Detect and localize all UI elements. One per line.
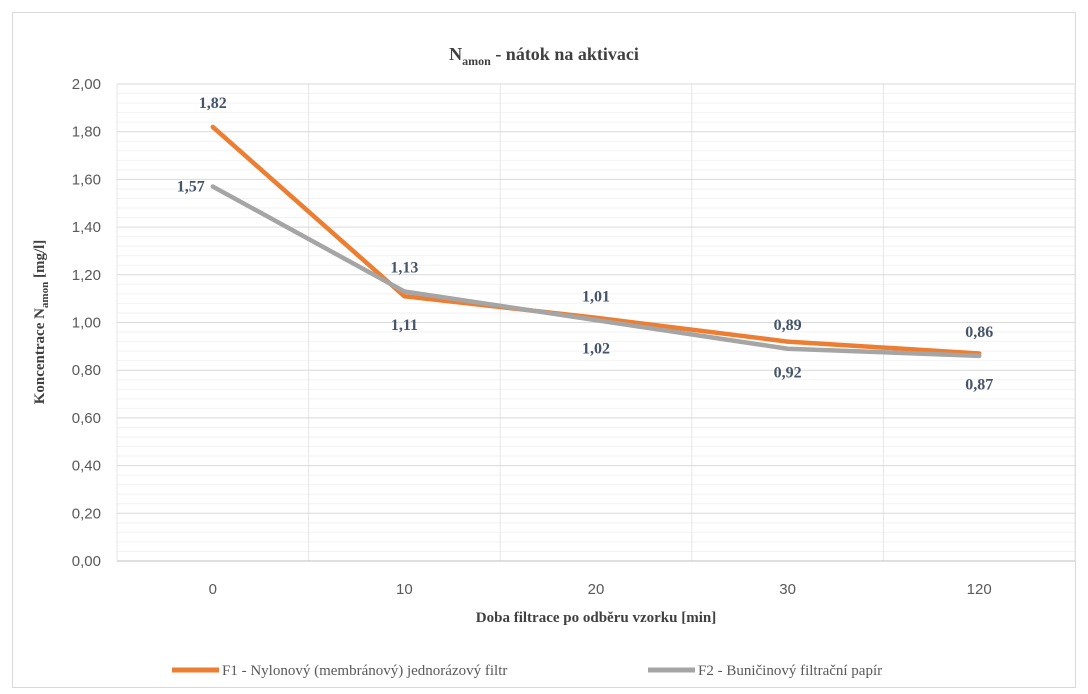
y-axis-title: Koncentrace Namon [mg/l] xyxy=(32,240,51,405)
series-line-f1 xyxy=(210,124,982,356)
y-tick-label: 0,20 xyxy=(72,505,101,522)
y-axis-ticks: 0,00 0,20 0,40 0,60 0,80 1,00 1,20 1,40 1,60 1,80… xyxy=(72,76,101,570)
data-label: 0,87 xyxy=(965,377,993,394)
y-tick-label: 1,60 xyxy=(72,171,101,188)
data-label: 0,92 xyxy=(774,365,802,382)
y-tick-label: 0,80 xyxy=(72,362,101,379)
x-axis-ticks: 0 10 20 30 120 xyxy=(209,581,992,598)
y-tick-label: 1,00 xyxy=(72,315,101,332)
data-label: 1,57 xyxy=(177,179,205,196)
y-tick-label: 2,00 xyxy=(72,76,101,93)
data-label: 0,86 xyxy=(965,324,993,341)
y-tick-label: 1,80 xyxy=(72,124,101,141)
major-gridlines xyxy=(117,83,1075,562)
chart-title: Namon - nátok na aktivaci xyxy=(449,44,639,68)
legend: F1 - Nylonový (membránový) jednorázový f… xyxy=(172,663,882,679)
x-tick-label: 0 xyxy=(209,581,217,598)
x-tick-label: 120 xyxy=(967,581,992,598)
x-tick-label: 10 xyxy=(396,581,413,598)
x-axis-title: Doba filtrace po odběru vzorku [min] xyxy=(476,610,716,626)
y-tick-label: 0,40 xyxy=(72,458,101,475)
data-label: 1,82 xyxy=(199,95,227,112)
data-label: 1,11 xyxy=(391,317,418,334)
data-label: 1,13 xyxy=(390,260,418,277)
data-label: 1,01 xyxy=(582,288,610,305)
legend-label-f2: F2 - Buničinový filtrační papír xyxy=(698,663,882,679)
legend-label-f1: F1 - Nylonový (membránový) jednorázový f… xyxy=(222,663,507,679)
x-tick-label: 20 xyxy=(588,581,605,598)
y-tick-label: 0,00 xyxy=(72,553,101,570)
y-tick-label: 1,20 xyxy=(72,267,101,284)
data-label: 1,02 xyxy=(582,341,610,358)
series-lines xyxy=(210,124,982,359)
y-tick-label: 0,60 xyxy=(72,410,101,427)
minor-gridlines xyxy=(116,84,1076,561)
y-tick-label: 1,40 xyxy=(72,219,101,236)
series-line-f2 xyxy=(210,184,982,359)
data-label: 0,89 xyxy=(774,317,802,334)
data-labels: 1,82 1,57 1,13 1,11 1,01 1,02 0,89 0,92 0,86 0,87 xyxy=(177,95,993,393)
x-tick-label: 30 xyxy=(779,581,796,598)
